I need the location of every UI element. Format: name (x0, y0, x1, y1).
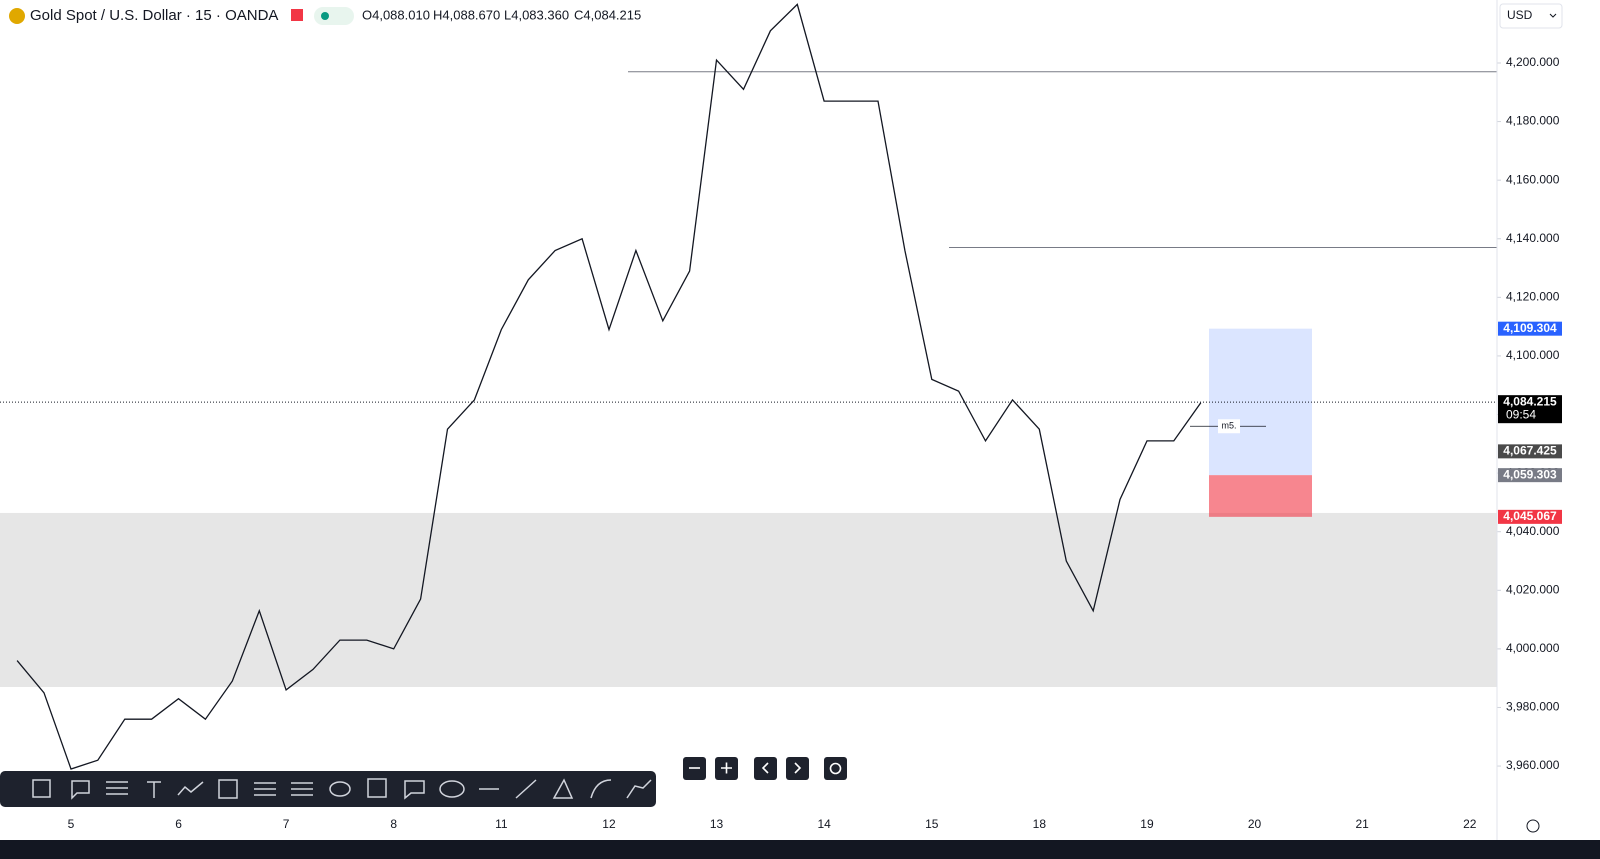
x-tick-label: 19 (1140, 817, 1154, 831)
y-tick-label: 4,040.000 (1506, 524, 1560, 538)
y-tick-label: 4,000.000 (1506, 641, 1560, 655)
y-tick-label: 3,980.000 (1506, 700, 1560, 714)
flag[interactable] (291, 9, 303, 21)
price-label: 4,045.067 (1503, 509, 1557, 523)
price-label-bg (1498, 395, 1562, 424)
high: H4,088.670 (433, 7, 500, 22)
symbol-title: Gold Spot / U.S. Dollar · 15 · OANDA (30, 7, 278, 24)
nav-buttons (683, 757, 847, 780)
scroll-left[interactable] (754, 757, 777, 780)
zone (0, 512, 1497, 687)
plot: m5. 3,960.000 3,980.000 4,000.000 4,020.000 4… (0, 0, 1562, 840)
tool-fib[interactable] (254, 782, 276, 796)
price-label-bg (1498, 468, 1562, 483)
stop-zone (1209, 475, 1312, 517)
y-tick-label: 4,200.000 (1506, 55, 1560, 69)
scroll-right[interactable] (786, 757, 809, 780)
currency: USD (1507, 8, 1533, 22)
reset-icon (829, 762, 842, 775)
tool-shape[interactable] (439, 780, 465, 798)
price-label: 4,084.215 (1503, 394, 1557, 408)
y-tick-label: 4,180.000 (1506, 114, 1560, 128)
status-pill[interactable] (314, 7, 354, 25)
reset[interactable] (824, 757, 847, 780)
low: L4,083.360 (504, 7, 569, 22)
settings[interactable] (1526, 819, 1540, 833)
close: C4,084.215 (574, 7, 641, 22)
tool-ellipse[interactable] (329, 781, 351, 797)
currency-select[interactable] (1499, 3, 1563, 29)
tool-callout[interactable] (404, 780, 425, 800)
x-tick-label: 6 (175, 817, 182, 831)
price-label: 4,109.304 (1503, 321, 1557, 335)
tool-curve[interactable] (590, 779, 612, 799)
x-tick-label: 12 (602, 817, 616, 831)
x-tick-label: 7 (283, 817, 290, 831)
x-tick-label: 20 (1248, 817, 1262, 831)
tool-lines[interactable] (106, 781, 128, 795)
bottom-bar (0, 840, 1600, 859)
symbol-icon (9, 8, 25, 24)
x-tick-label: 18 (1033, 817, 1047, 831)
y-tick-label: 4,120.000 (1506, 290, 1560, 304)
y-tick-label: 4,100.000 (1506, 348, 1560, 362)
x-tick-label: 5 (68, 817, 75, 831)
x-tick-label: 13 (710, 817, 724, 831)
tool-rect[interactable] (32, 779, 51, 798)
tool-note[interactable] (71, 780, 90, 800)
annotation-text: m5. (1221, 421, 1236, 431)
tool-measure[interactable] (218, 779, 238, 799)
y-tick-label: 4,140.000 (1506, 231, 1560, 245)
y-tick-label: 4,160.000 (1506, 172, 1560, 186)
status-dot (321, 12, 329, 20)
tool-path[interactable] (177, 781, 204, 796)
countdown: 09:54 (1506, 407, 1536, 421)
price-label-bg (1498, 509, 1562, 524)
open: O4,088.010 (362, 7, 430, 22)
tool-text[interactable] (147, 781, 161, 798)
price-label: 4,059.303 (1503, 467, 1557, 481)
x-tick-label: 11 (495, 817, 508, 831)
drawing-toolbar (0, 771, 656, 807)
scroll-right-icon (794, 762, 802, 774)
x-tick-label: 14 (817, 817, 831, 831)
toolbar-bg (0, 771, 656, 807)
price-line (16, 3, 1202, 770)
scroll-left-icon (761, 762, 769, 774)
y-tick-label: 3,960.000 (1506, 758, 1560, 772)
tool-trend[interactable] (515, 779, 537, 799)
tool-fib2[interactable] (291, 782, 313, 796)
y-tick-label: 4,020.000 (1506, 582, 1560, 596)
price-label-bg (1498, 444, 1562, 459)
header: Gold Spot / U.S. Dollar · 15 · OANDA O4,… (9, 3, 1563, 29)
annotation-bg (1218, 419, 1240, 434)
price-label: 4,067.425 (1503, 444, 1557, 458)
x-tick-label: 8 (390, 817, 397, 831)
x-tick-label: 21 (1355, 817, 1369, 831)
tool-triangle[interactable] (552, 778, 574, 799)
tool-brush[interactable] (626, 779, 652, 799)
x-tick-label: 15 (925, 817, 939, 831)
zoom-in-icon (721, 762, 732, 774)
x-tick-label: 22 (1463, 817, 1477, 831)
dropdown-caret (1549, 13, 1557, 18)
price-label-bg (1498, 321, 1562, 336)
tool-price[interactable] (367, 778, 387, 798)
